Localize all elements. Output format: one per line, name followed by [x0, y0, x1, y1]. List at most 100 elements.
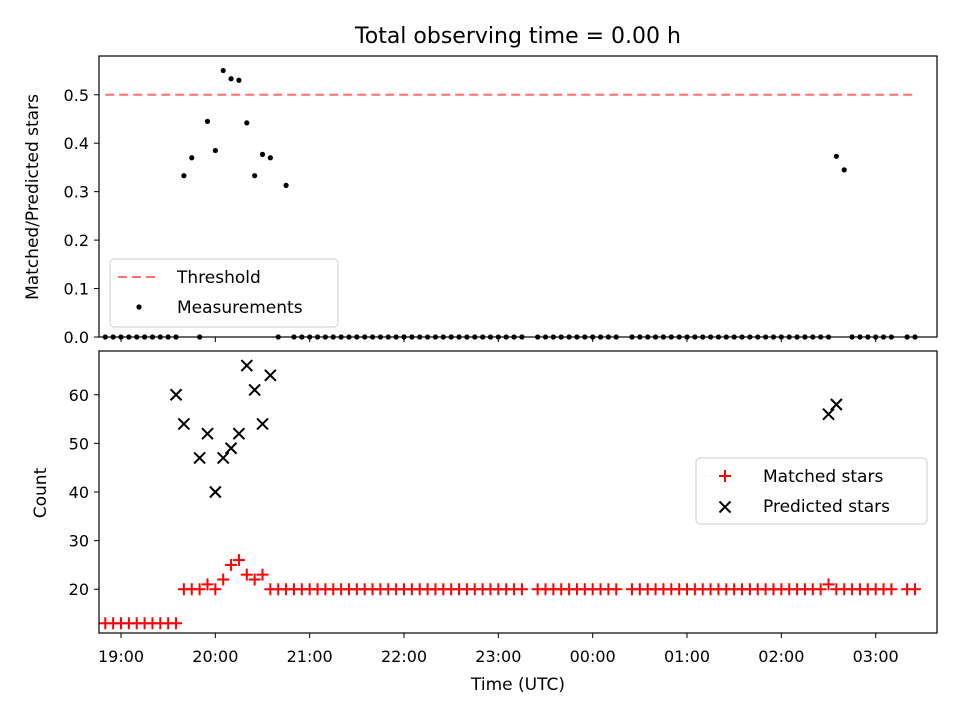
measurement-point	[204, 118, 211, 125]
top-legend: Threshold Measurements	[109, 258, 339, 328]
top-x-axis-ticks	[120, 337, 877, 342]
top-legend-box	[109, 258, 339, 328]
matched-star-point	[193, 583, 206, 596]
x-b	[232, 427, 246, 440]
measurement-point	[212, 147, 218, 154]
matched-star-point	[225, 558, 238, 571]
predicted-star-point	[256, 417, 269, 431]
matched-star-point	[248, 573, 261, 586]
x-b	[822, 407, 835, 421]
bottom-plot-frame	[98, 350, 938, 634]
legend-threshold-label: Threshold	[176, 268, 261, 288]
predicted-star-point	[216, 451, 230, 465]
matched-star-point	[610, 583, 623, 596]
x-b	[216, 451, 230, 465]
bottom-x-axis-ticks: 19:00 20:00 21:00 22:00 23:00 00:00 01:00 02:00…	[98, 633, 899, 666]
measurement-point	[267, 155, 273, 161]
matched-star-point	[232, 554, 245, 567]
x-b	[177, 417, 191, 431]
predicted-star-point	[830, 398, 843, 411]
predicted-star-point	[822, 407, 835, 421]
matched-star-point	[908, 583, 921, 596]
predicted-star-point	[193, 451, 206, 465]
x-b	[193, 451, 206, 465]
x-tick-label: 21:00	[287, 647, 333, 666]
x-b	[240, 359, 253, 372]
x-b	[264, 369, 277, 382]
top-y-axis-label: Matched/Predicted stars	[23, 94, 43, 300]
measurement-point	[181, 173, 187, 179]
x-tick-label: 01:00	[664, 647, 710, 666]
matched-star-point	[201, 578, 214, 591]
legend-predicted-swatch	[718, 500, 732, 514]
measurement-point	[259, 151, 266, 157]
matched-star-point	[822, 578, 835, 591]
predicted-stars-points	[169, 359, 843, 499]
y-tick-label: 0.5	[64, 86, 89, 105]
legend-x-marker	[718, 500, 732, 514]
matched-star-point	[256, 568, 269, 581]
top-y-axis-ticks: 0.0 0.1 0.2 0.3 0.4 0.5	[64, 86, 99, 347]
y-tick-label: 0.1	[64, 280, 89, 299]
x-b	[830, 398, 843, 411]
legend-matched-label: Matched stars	[763, 467, 883, 487]
top-plot-frame	[98, 55, 938, 338]
y-tick-label: 0.0	[64, 328, 89, 347]
measurement-point	[236, 77, 242, 83]
matched-star-point	[885, 583, 898, 596]
chart-title: Total observing time = 0.00 h	[354, 24, 681, 49]
x-b	[169, 388, 183, 401]
measurement-point	[189, 155, 195, 161]
measurement-point	[228, 76, 234, 82]
predicted-star-point	[224, 442, 238, 455]
legend-measurements-label: Measurements	[177, 298, 303, 318]
y-tick-label: 50	[69, 434, 89, 453]
measurement-point	[833, 153, 839, 159]
y-tick-label: 40	[69, 483, 89, 502]
predicted-star-point	[201, 427, 214, 440]
x-b	[718, 500, 732, 514]
top-panel: 0.0 0.1 0.2 0.3 0.4 0.5 Matched/Predicted sta…	[23, 55, 938, 347]
y-tick-label: 0.3	[64, 183, 89, 202]
legend-matched-swatch	[719, 470, 731, 482]
bottom-y-axis-label: Count	[31, 467, 51, 518]
x-tick-label: 00:00	[570, 647, 616, 666]
y-tick-label: 60	[69, 386, 89, 405]
matched-star-point	[515, 583, 528, 596]
x-b	[201, 427, 214, 440]
bottom-legend: Matched stars Predicted stars	[695, 457, 928, 525]
x-b	[224, 442, 238, 455]
y-tick-label: 0.4	[64, 134, 89, 153]
x-axis-label: Time (UTC)	[470, 675, 565, 695]
measurement-point	[252, 173, 258, 179]
x-tick-label: 03:00	[853, 647, 899, 666]
y-tick-label: 30	[69, 532, 89, 551]
measurement-point	[244, 120, 250, 126]
matched-star-point	[240, 568, 253, 581]
x-tick-label: 02:00	[758, 647, 804, 666]
x-tick-label: 19:00	[98, 647, 144, 666]
measurement-point	[283, 182, 289, 188]
matched-star-point	[209, 583, 222, 596]
predicted-star-point	[264, 369, 277, 382]
x-tick-label: 22:00	[381, 647, 427, 666]
legend-plus-marker	[719, 470, 731, 482]
predicted-star-point	[209, 485, 222, 499]
bottom-y-axis-ticks: 20 30 40 50 60	[69, 386, 99, 599]
measurement-point	[220, 67, 226, 74]
predicted-star-point	[240, 359, 253, 372]
x-tick-label: 20:00	[192, 647, 238, 666]
x-tick-label: 23:00	[475, 647, 521, 666]
predicted-star-point	[169, 388, 183, 401]
x-b	[248, 383, 261, 397]
predicted-star-point	[232, 427, 246, 440]
y-tick-label: 20	[69, 580, 89, 599]
matched-stars-points	[99, 554, 921, 630]
y-tick-label: 0.2	[64, 231, 89, 250]
measurement-point	[841, 167, 847, 173]
predicted-star-point	[248, 383, 261, 397]
legend-predicted-label: Predicted stars	[763, 497, 890, 517]
legend-measurements-swatch	[136, 304, 142, 310]
x-b	[209, 485, 222, 499]
